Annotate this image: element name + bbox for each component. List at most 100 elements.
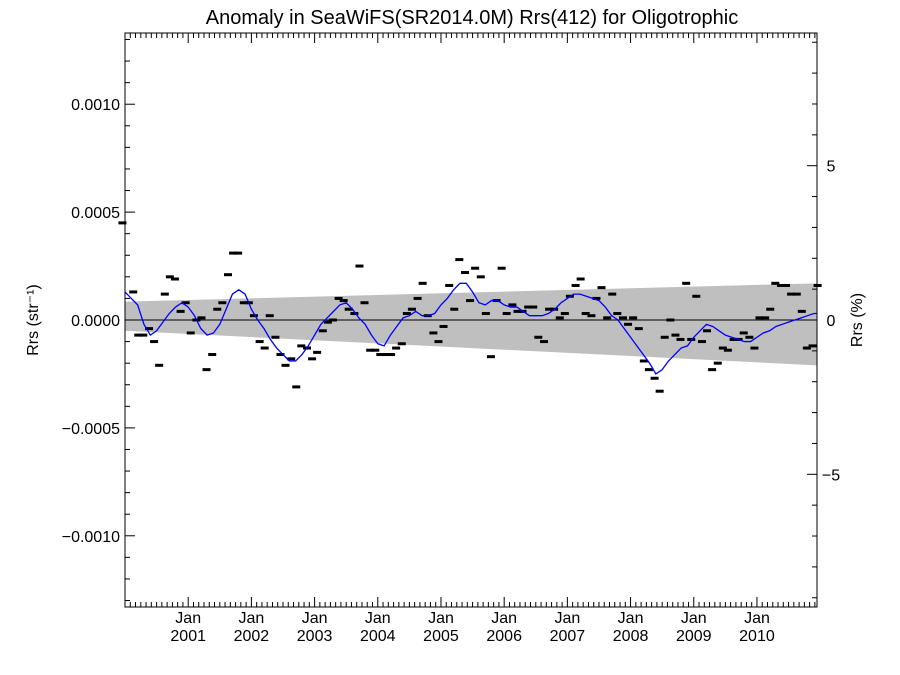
anomaly-point (281, 363, 290, 367)
anomaly-point (260, 346, 269, 350)
anomaly-point (382, 353, 391, 357)
series-layer (118, 221, 822, 393)
anomaly-point (745, 335, 754, 339)
anomaly-point (292, 385, 301, 389)
anomaly-point (529, 305, 538, 309)
anomaly-point (723, 348, 732, 352)
anomaly-point (486, 355, 495, 359)
anomaly-point (634, 327, 643, 331)
anomaly-point (792, 292, 801, 296)
anomaly-point (644, 368, 653, 372)
anomaly-point (682, 281, 691, 285)
anomaly-point (613, 312, 622, 316)
anomaly-point (334, 296, 343, 300)
anomaly-point (387, 353, 396, 357)
anomaly-point (524, 305, 533, 309)
anomaly-point (234, 251, 243, 255)
x-tick-label-month: Jan (365, 610, 391, 627)
anomaly-point (218, 301, 227, 305)
anomaly-point (439, 324, 448, 328)
anomaly-point (276, 353, 285, 357)
anomaly-point (134, 333, 143, 337)
anomaly-point (687, 337, 696, 341)
anomaly-point (197, 316, 206, 320)
anomaly-point (255, 340, 264, 344)
y-tick-label-left: −0.0005 (62, 421, 120, 438)
anomaly-point (213, 307, 222, 311)
anomaly-point (603, 316, 612, 320)
anomaly-point (750, 346, 759, 350)
anomaly-point (176, 309, 185, 313)
anomaly-point (571, 283, 580, 287)
anomaly-point (239, 301, 248, 305)
anomaly-point (813, 283, 822, 287)
anomaly-point (360, 301, 369, 305)
anomaly-point (592, 296, 601, 300)
x-tick-label-month: Jan (681, 610, 707, 627)
anomaly-point (434, 340, 443, 344)
anomaly-point (581, 312, 590, 316)
x-tick-label-month: Jan (618, 610, 644, 627)
anomaly-point (597, 286, 606, 290)
anomaly-point (450, 307, 459, 311)
y-axis-label-right: Rrs (%) (849, 293, 866, 347)
y-tick-label-left: −0.0010 (62, 529, 120, 546)
anomaly-point (202, 368, 211, 372)
x-tick-label-year: 2010 (739, 628, 775, 645)
anomaly-point (313, 350, 322, 354)
x-tick-label-month: Jan (428, 610, 454, 627)
anomaly-point (297, 344, 306, 348)
anomaly-point (545, 307, 554, 311)
anomaly-point (676, 337, 685, 341)
anomaly-point (455, 258, 464, 262)
anomaly-point (629, 316, 638, 320)
anomaly-point (118, 221, 127, 225)
anomaly-point (703, 329, 712, 333)
y-tick-label-right: 5 (827, 159, 836, 176)
anomaly-point (502, 312, 511, 316)
anomaly-point (376, 353, 385, 357)
anomaly-point (445, 283, 454, 287)
uncertainty-band (125, 283, 817, 366)
anomaly-point (539, 340, 548, 344)
anomaly-point (666, 318, 675, 322)
anomaly-point (508, 303, 517, 307)
x-tick-label-month: Jan (302, 610, 328, 627)
anomaly-point (366, 348, 375, 352)
anomaly-point (608, 292, 617, 296)
anomaly-point (129, 290, 138, 294)
y-tick-label-left: 0.0010 (71, 97, 120, 114)
anomaly-point (466, 299, 475, 303)
anomaly-point (308, 357, 317, 361)
anomaly-point (639, 359, 648, 363)
anomaly-point (181, 301, 190, 305)
anomaly-point (718, 346, 727, 350)
y-tick-label-right: 0 (827, 313, 836, 330)
anomaly-point (186, 331, 195, 335)
anomaly-point (797, 309, 806, 313)
anomaly-point (729, 337, 738, 341)
axis-ticks-layer: 0.00100.00050.0000−0.0005−0.001050−5Jan2… (62, 33, 840, 645)
anomaly-point (660, 335, 669, 339)
anomaly-point (497, 266, 506, 270)
anomaly-point (265, 314, 274, 318)
anomaly-point (160, 292, 169, 296)
anomaly-point (513, 309, 522, 313)
x-tick-label-year: 2007 (550, 628, 586, 645)
anomaly-point (671, 333, 680, 337)
anomaly-point (802, 346, 811, 350)
x-tick-label-year: 2005 (423, 628, 459, 645)
anomaly-point (460, 271, 469, 275)
anomaly-point (692, 294, 701, 298)
anomaly-point (344, 307, 353, 311)
anomaly-point (271, 335, 280, 339)
anomaly-point (402, 312, 411, 316)
anomaly-point (697, 340, 706, 344)
x-tick-label-month: Jan (175, 610, 201, 627)
anomaly-point (371, 348, 380, 352)
anomaly-point (418, 281, 427, 285)
anomaly-point (618, 316, 627, 320)
x-tick-label-month: Jan (744, 610, 770, 627)
anomaly-point (808, 344, 817, 348)
x-tick-label-year: 2002 (234, 628, 270, 645)
